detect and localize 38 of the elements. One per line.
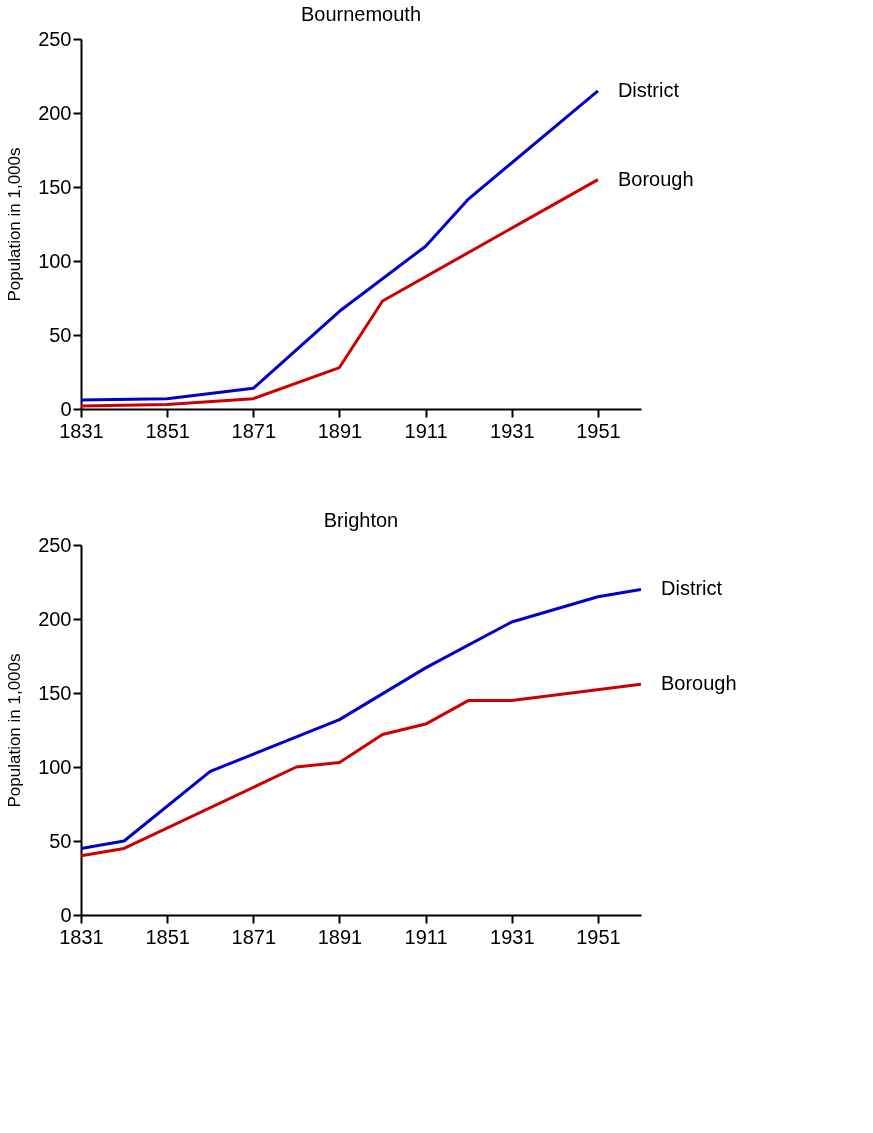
y-tick-label: 200	[38, 607, 72, 630]
line-series	[81, 682, 641, 858]
x-tick-label: 1851	[145, 419, 190, 442]
series-label: District	[617, 78, 680, 101]
y-axis-title: Population in 1,000s	[5, 653, 25, 808]
y-tick-label: 250	[38, 27, 72, 50]
y-axis-title: Population in 1,000s	[5, 147, 25, 302]
line-series	[81, 587, 641, 850]
x-tick-label: 1911	[404, 925, 448, 948]
y-tick-label: 100	[38, 249, 72, 272]
y-tick-label: 100	[38, 755, 72, 778]
y-tick-label: 150	[38, 681, 72, 704]
x-tick-label: 1891	[317, 925, 363, 948]
series-label: Borough	[617, 167, 694, 190]
x-tick-label: 1951	[576, 419, 621, 442]
line-series	[81, 89, 600, 402]
x-tick-label: 1951	[576, 925, 621, 948]
x-tick-label: 1831	[59, 925, 104, 948]
series-label: Borough	[661, 672, 737, 695]
x-tick-label: 1931	[490, 925, 535, 948]
x-tick-label: 1871	[231, 419, 277, 442]
chart-title: Brighton	[323, 509, 399, 531]
x-tick-label: 1911	[404, 419, 448, 442]
y-tick-label: 50	[49, 829, 72, 852]
chart-title: Bournemouth	[300, 3, 422, 25]
x-tick-label: 1851	[145, 925, 190, 948]
line-series	[81, 178, 600, 408]
x-tick-label: 1931	[490, 419, 535, 442]
series-label: District	[661, 577, 723, 600]
y-tick-label: 0	[60, 397, 72, 420]
x-tick-label: 1891	[317, 419, 363, 442]
y-tick-label: 200	[38, 101, 72, 124]
y-tick-label: 50	[49, 323, 72, 346]
x-tick-label: 1831	[59, 419, 104, 442]
x-tick-label: 1871	[231, 925, 277, 948]
y-tick-label: 250	[38, 533, 72, 556]
y-tick-label: 150	[38, 175, 72, 198]
y-tick-label: 0	[60, 903, 72, 926]
